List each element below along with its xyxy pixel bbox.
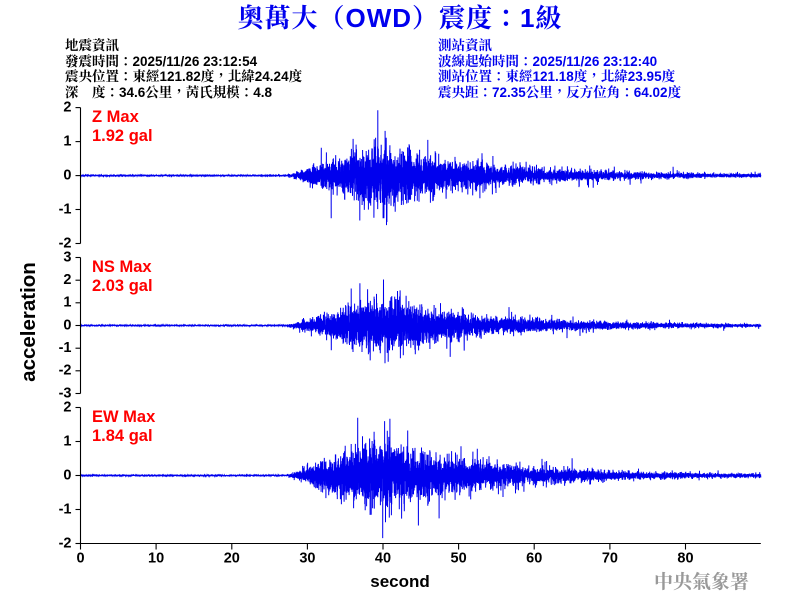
svg-text:1.84 gal: 1.84 gal [92,427,153,445]
svg-text:EW Max: EW Max [92,408,156,426]
svg-text:2.03 gal: 2.03 gal [92,277,153,295]
svg-text:2: 2 [63,99,71,115]
svg-text:70: 70 [602,551,618,567]
svg-text:0: 0 [63,317,71,333]
svg-text:-2: -2 [59,535,72,551]
svg-text:50: 50 [451,551,467,567]
svg-text:-1: -1 [59,340,72,356]
svg-text:2: 2 [63,272,71,288]
svg-text:NS Max: NS Max [92,258,152,276]
svg-text:10: 10 [148,551,164,567]
svg-text:1: 1 [63,133,71,149]
svg-text:2: 2 [63,399,71,415]
svg-text:60: 60 [526,551,542,567]
svg-text:-1: -1 [59,501,72,517]
svg-text:3: 3 [63,249,71,265]
svg-text:30: 30 [299,551,315,567]
svg-text:0: 0 [63,467,71,483]
svg-text:1: 1 [63,295,71,311]
svg-text:Z Max: Z Max [92,108,140,126]
svg-text:1: 1 [63,433,71,449]
svg-text:-1: -1 [59,201,72,217]
svg-text:40: 40 [375,551,391,567]
svg-text:80: 80 [677,551,693,567]
svg-text:1.92 gal: 1.92 gal [92,127,153,145]
svg-text:-2: -2 [59,363,72,379]
svg-text:0: 0 [76,551,84,567]
svg-text:20: 20 [224,551,240,567]
svg-text:0: 0 [63,167,71,183]
